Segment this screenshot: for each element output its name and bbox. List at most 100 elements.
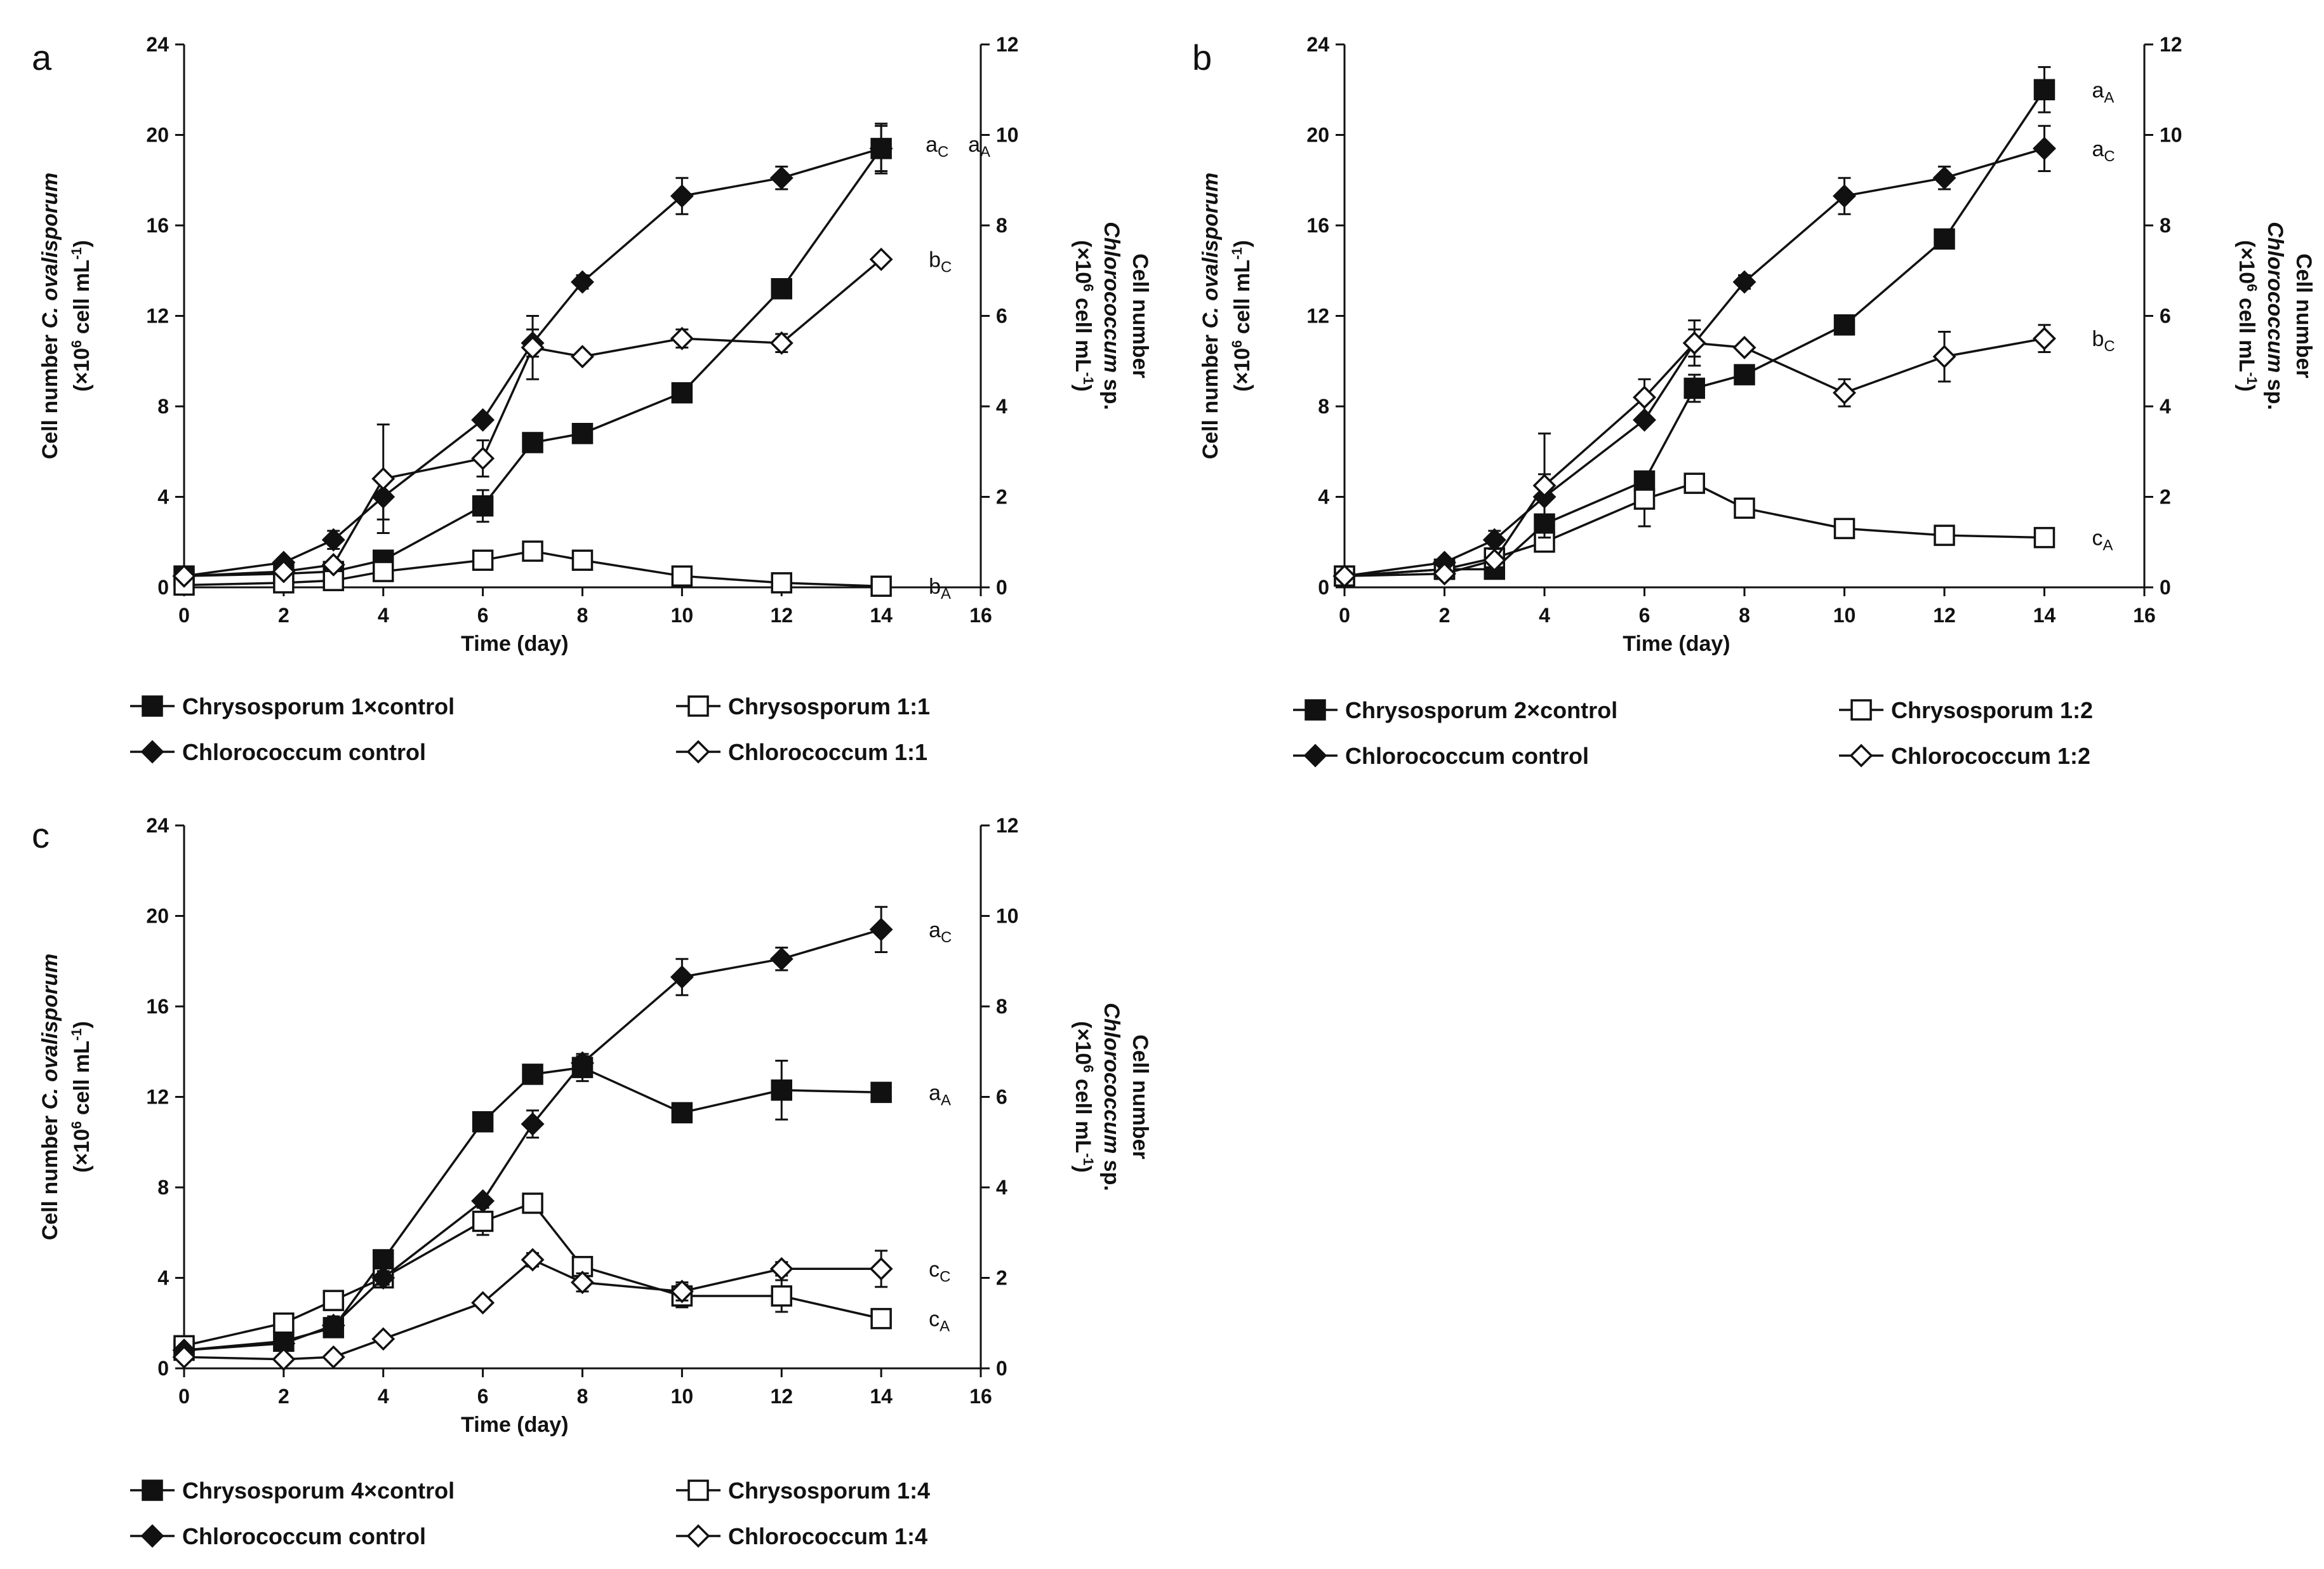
legend-item: Chlorococcum control [130,739,426,765]
y-tick-label-right: 2 [2160,486,2171,509]
y-axis-title-right-line3: (×106 cell mL-1) [2234,240,2260,392]
data-point [472,495,494,517]
series-line [1344,147,2045,577]
legend-label: Chlorococcum 1:2 [1891,743,2090,769]
data-point [869,918,893,942]
data-point [1633,488,1656,510]
y-tick-label-right: 6 [2160,305,2171,328]
x-tick-label: 16 [969,604,992,627]
y-tick-label-left: 0 [157,576,169,599]
significance-label: aA [968,133,990,161]
data-point [471,408,495,432]
legend-label: Chrysosporum 1:2 [1891,697,2093,723]
data-point [472,549,494,571]
data-point [671,1102,693,1124]
y-tick-label-right: 0 [2160,576,2171,599]
series-line [183,258,882,577]
y-tick-label-left: 4 [157,486,169,509]
y-axis-title-left-line1: Cell number C. ovalisporum [38,954,62,1241]
y-tick-label-right: 10 [996,905,1019,928]
legend-marker [1305,699,1326,721]
legend-item: Chrysosporum 1:1 [676,693,930,719]
data-point [1932,166,1956,190]
x-tick-label: 12 [1933,604,1956,627]
data-point [471,1189,495,1213]
y-tick-label-right: 4 [996,1176,1007,1199]
x-tick-label: 14 [870,604,893,627]
y-axis-title-left-line2: (×106 cell mL-1) [69,1021,94,1173]
y-tick-label-right: 2 [996,486,1007,509]
data-point [1532,474,1557,498]
data-point [521,1112,545,1136]
data-point [1683,472,1705,494]
y-axis-title-left-line2: (×106 cell mL-1) [1229,240,1254,392]
data-point [869,137,893,161]
y-tick-label-right: 12 [996,33,1019,56]
y-tick-label-right: 12 [2160,33,2182,56]
legend-label: Chlorococcum control [182,739,426,765]
series-line [1344,337,2045,577]
series-line [183,550,882,587]
legend-item: Chlorococcum 1:1 [676,739,927,765]
y-tick-label-left: 12 [1306,305,1329,328]
legend-marker [687,695,709,717]
x-axis-title: Time (day) [1623,632,1730,656]
series-3 [172,247,893,588]
y-tick-label-left: 20 [1306,124,1329,147]
significance-label: bC [929,248,952,276]
data-point [870,1307,892,1330]
legend-item: Chlorococcum 1:4 [676,1523,927,1549]
data-point [769,947,793,971]
x-tick-label: 10 [671,1385,694,1408]
legend-marker [1850,699,1872,721]
series-line [183,1258,882,1361]
data-point [571,549,594,571]
legend: Chrysosporum 2×control Chrysosporum 1:2 Ch… [1293,697,2093,769]
legend: Chrysosporum 4×control Chrysosporum 1:4 Ch… [130,1478,930,1549]
series-line [183,147,882,577]
legend-item: Chlorococcum control [130,1523,426,1549]
data-point [272,559,296,584]
significance-label: aC [929,918,952,946]
x-axis-title: Time (day) [461,632,568,656]
legend-marker [686,1524,710,1548]
data-point [870,575,892,597]
y-tick-label-right: 4 [2160,395,2171,418]
data-point [321,528,345,552]
data-point [1833,184,1856,208]
y-tick-label-right: 4 [996,395,1007,418]
data-point [321,1345,345,1369]
y-tick-label-right: 0 [996,576,1007,599]
series-3 [172,1248,893,1372]
data-point [321,552,345,577]
y-tick-label-left: 12 [146,305,169,328]
data-point [671,382,693,404]
x-tick-label: 16 [2133,604,2156,627]
data-point [1683,377,1705,399]
data-point [1932,345,1956,369]
x-tick-label: 2 [278,604,289,627]
y-tick-label-left: 8 [157,1176,169,1199]
x-tick-label: 2 [1439,604,1451,627]
data-point [670,326,694,351]
x-tick-label: 4 [378,1385,389,1408]
legend-label: Chrysosporum 1×control [182,693,455,719]
legend-marker [1303,744,1327,768]
legend-label: Chrysosporum 1:1 [728,693,930,719]
x-tick-label: 12 [770,1385,793,1408]
series-3 [1332,319,2056,588]
data-point [1732,270,1756,294]
legend-item: Chlorococcum control [1293,743,1589,769]
data-point [2033,137,2056,161]
data-point [2033,326,2056,351]
series-1 [173,540,892,597]
data-point [671,565,693,587]
data-point [869,1257,893,1281]
data-point [521,335,545,359]
significance-label: bA [929,575,951,603]
data-point [1633,385,1656,410]
data-point [471,446,495,471]
